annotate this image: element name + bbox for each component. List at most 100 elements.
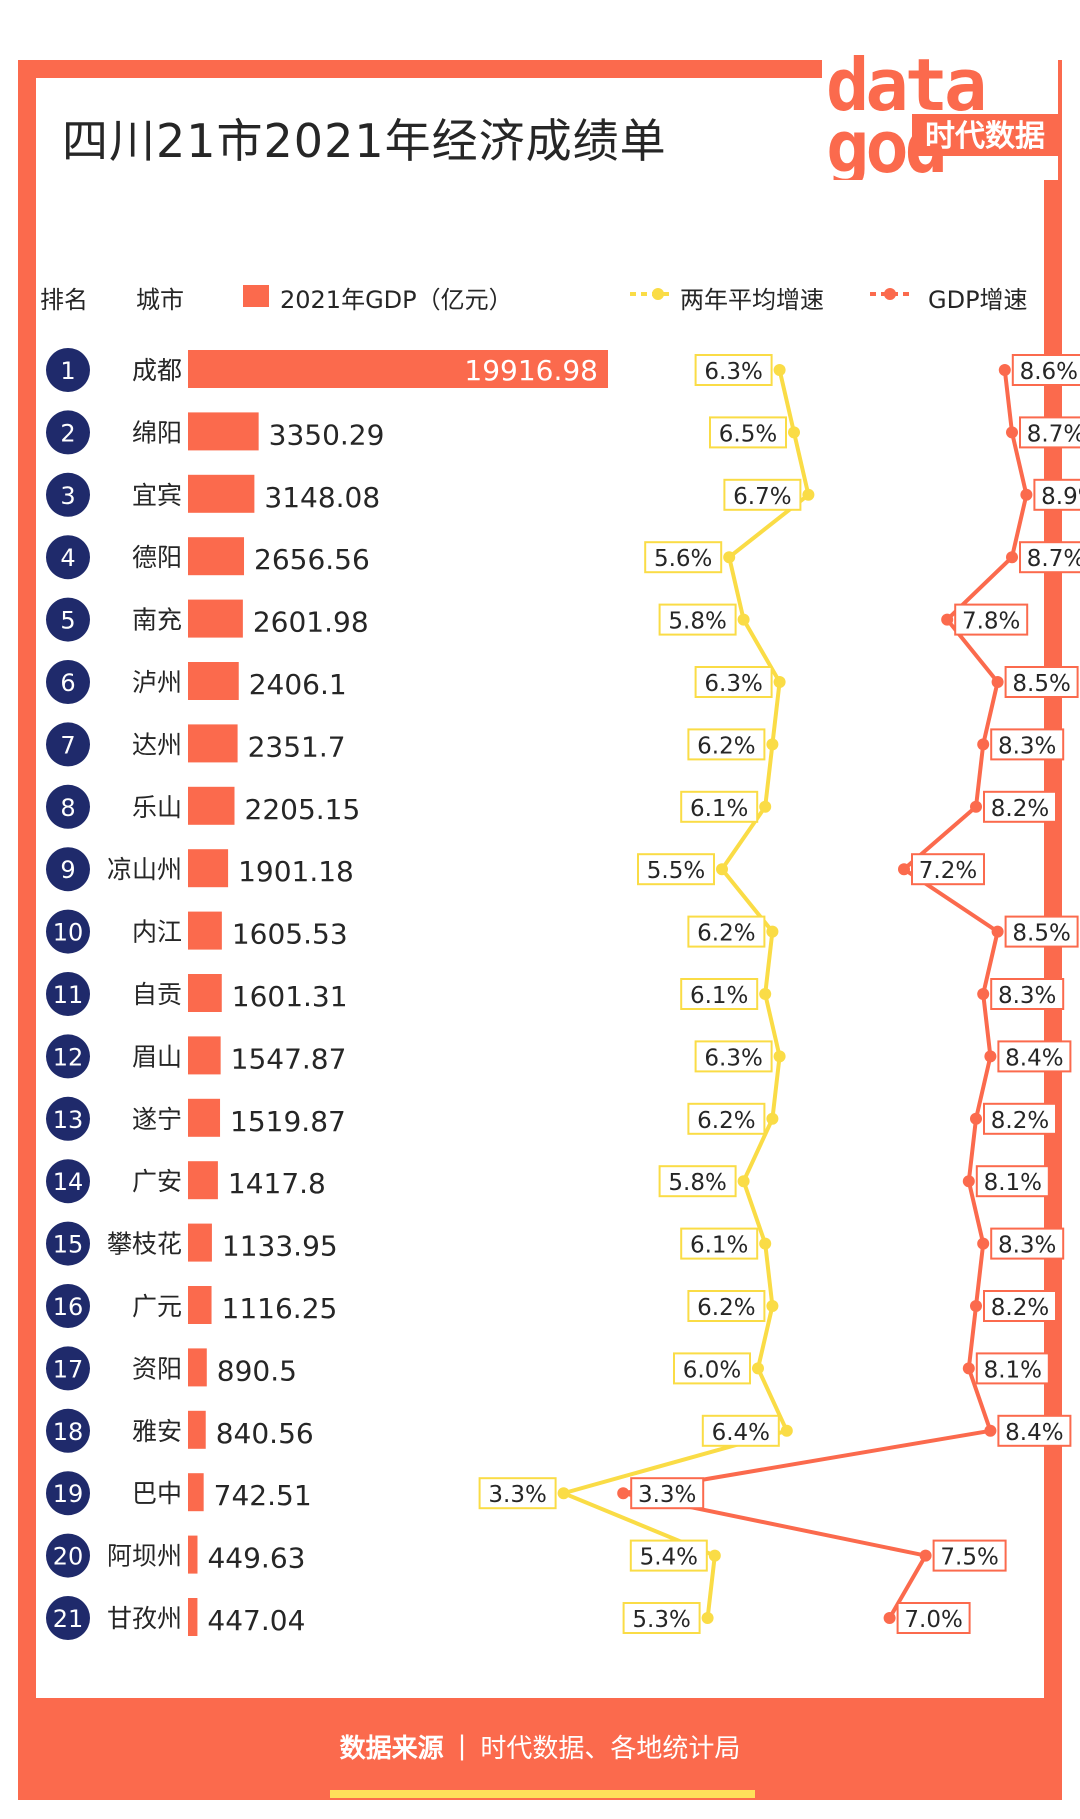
header-city: 城市 [136,286,184,314]
avg-growth-point [773,676,786,688]
gdp-bar [188,974,222,1012]
avg-growth-point [773,1050,786,1063]
rank-number: 3 [60,482,75,510]
gdp-growth-point [883,1612,896,1624]
gdp-growth-label-box [911,853,985,886]
gdp-growth-label-box [990,1227,1065,1260]
avg-growth-label: 6.3% [704,359,762,385]
gdp-value-label: 449.63 [207,1542,305,1575]
avg-growth-label-box [694,1040,773,1073]
gdp-growth-label: 7.0% [904,1607,962,1633]
gdp-growth-point [1020,488,1033,501]
gdp-value-label: 3350.29 [269,418,385,451]
avg-growth-point [701,1612,714,1624]
gdp-growth-point [984,1050,997,1063]
city-label: 遂宁 [132,1105,182,1134]
avg-growth-point [766,1112,779,1125]
gdp-value-label: 447.04 [207,1604,305,1637]
rank-badge [46,909,90,954]
gdp-chart: 1 成都 19916.98 6.3% 8.6% 2 绵阳 3350.29 6.5% 8.7% 3 宜宾… [46,348,1080,1640]
rank-number: 10 [53,919,84,947]
gdp-value-label: 1547.87 [231,1042,347,1075]
gdp-value-label: 890.5 [217,1354,297,1387]
gdp-growth-label: 8.1% [984,1357,1042,1383]
avg-growth-label-box [680,790,759,823]
avg-growth-point [759,1237,772,1250]
gdp-bar [188,662,239,700]
avg-growth-point [716,863,728,876]
avg-growth-point [766,738,779,751]
footer-accent-line [330,1790,755,1798]
gdp-growth-label-box [896,1602,971,1634]
gdp-growth-label-box [983,1102,1057,1135]
rank-badge [46,847,90,892]
rank-badge [46,722,90,767]
rank-badge [46,1096,90,1141]
gdp-bar [188,1473,204,1512]
data-god-logo: data god 时代数据 [822,43,1058,180]
gdp-value-label: 19916.98 [464,354,598,387]
rank-number: 16 [53,1293,84,1321]
avg-growth-label: 6.5% [719,421,777,447]
footer-source-text: 时代数据、各地统计局 [480,1733,741,1764]
city-label: 南充 [132,606,182,635]
header-rank: 排名 [40,286,88,314]
city-label: 成都 [132,356,182,385]
rank-badge [46,660,90,704]
gdp-growth-point [898,863,910,876]
gdp-value-label: 840.56 [216,1417,314,1450]
gdp-bar [188,1286,212,1324]
gdp-bar [188,1223,212,1262]
gdp-growth-label: 8.1% [984,1170,1042,1196]
gdp-growth-label-box [983,1290,1057,1322]
avg-growth-label-box [687,728,766,761]
avg-growth-label: 3.3% [488,1482,546,1508]
city-label: 宜宾 [132,481,182,510]
gdp-growth-point [970,1300,982,1312]
rank-badge [46,472,90,517]
gdp-growth-label: 8.9% [1041,484,1080,510]
gdp-value-label: 2351.7 [248,730,346,763]
rank-badge [46,972,90,1016]
avg-growth-label: 5.5% [647,858,705,884]
gdp-growth-label: 8.5% [1012,921,1070,947]
rank-badge [46,1284,90,1328]
avg-growth-label-box [687,1290,766,1322]
footer-separator: | [457,1731,467,1761]
rank-badge [46,348,90,392]
avg-growth-label: 6.3% [704,1045,762,1071]
rank-number: 19 [53,1480,84,1508]
avg-growth-label-box [658,1165,737,1198]
gdp-growth-point [970,800,982,813]
avg-growth-point [708,1549,721,1562]
gdp-growth-point [991,925,1004,938]
gdp-growth-label: 8.2% [991,1108,1049,1134]
city-label: 泸州 [132,668,182,697]
gdp-value-label: 1519.87 [230,1105,346,1138]
gdp-growth-point [1006,551,1018,564]
avg-growth-label: 6.1% [690,983,748,1009]
gdp-growth-label-box [630,1477,705,1510]
avg-growth-label-box [680,978,759,1010]
city-label: 达州 [132,730,182,759]
gdp-growth-label: 8.5% [1012,671,1070,697]
gdp-growth-label: 7.8% [962,609,1020,635]
gdp-growth-point [962,1362,975,1375]
gdp-growth-label-box [975,1165,1050,1198]
logo-brand-text: 时代数据 [925,119,1045,154]
gdp-bar [188,599,243,638]
gdp-value-label: 1417.8 [228,1167,326,1200]
gdp-growth-label: 8.3% [998,733,1056,759]
city-label: 内江 [132,918,182,947]
rank-number: 12 [53,1043,84,1071]
city-label: 眉山 [132,1042,182,1071]
avg-growth-point [759,988,772,1000]
gdp-value-label: 742.51 [214,1479,312,1512]
gdp-bar [188,786,235,825]
gdp-bar [188,412,259,451]
gdp-growth-label-box [1011,354,1080,386]
avg-growth-point [766,925,779,938]
gdp-growth-point [977,1237,990,1250]
rank-number: 5 [60,607,75,635]
legend-gdp-swatch [243,285,269,307]
